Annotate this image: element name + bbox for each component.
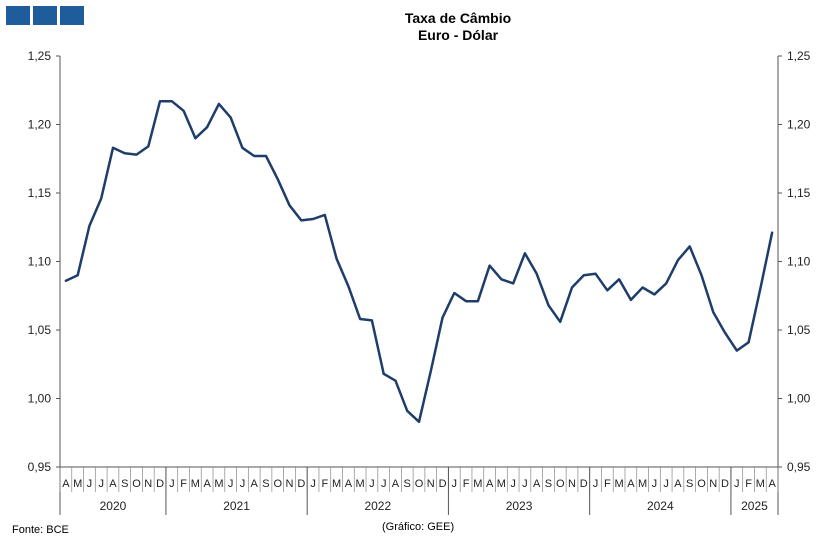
month-label: O: [415, 478, 424, 490]
month-label: M: [473, 478, 482, 490]
month-label: F: [180, 478, 187, 490]
month-label: D: [580, 478, 588, 490]
year-label: 2020: [100, 499, 127, 513]
y-tick-label-right: 1,05: [787, 323, 811, 337]
month-label: N: [709, 478, 717, 490]
y-tick-label-left: 1,05: [28, 323, 52, 337]
month-label: A: [768, 478, 776, 490]
logo-square-1: [6, 6, 30, 25]
y-tick-label-right: 0,95: [787, 460, 811, 474]
month-label: J: [381, 478, 387, 490]
month-label: D: [297, 478, 305, 490]
month-label: J: [98, 478, 104, 490]
month-label: A: [62, 478, 70, 490]
month-label: J: [228, 478, 234, 490]
month-label: A: [345, 478, 353, 490]
month-label: F: [745, 478, 752, 490]
month-label: F: [604, 478, 611, 490]
year-label: 2022: [364, 499, 391, 513]
month-label: D: [439, 478, 447, 490]
y-tick-label-left: 0,95: [28, 460, 52, 474]
y-tick-label-left: 1,10: [28, 255, 52, 269]
month-label: J: [310, 478, 316, 490]
logo-square-2: [33, 6, 57, 25]
month-label: M: [615, 478, 624, 490]
month-label: J: [652, 478, 658, 490]
month-label: J: [663, 478, 669, 490]
y-tick-label-left: 1,00: [28, 392, 52, 406]
month-label: J: [510, 478, 516, 490]
month-label: N: [286, 478, 294, 490]
month-label: O: [556, 478, 565, 490]
logo-square-3: [60, 6, 84, 25]
month-label: J: [169, 478, 175, 490]
month-label: O: [273, 478, 282, 490]
month-label: S: [262, 478, 269, 490]
source-label: Fonte: BCE: [12, 524, 69, 536]
y-tick-label-left: 1,15: [28, 186, 52, 200]
month-label: A: [533, 478, 541, 490]
month-label: M: [497, 478, 506, 490]
chart-subtitle: Euro - Dólar: [417, 27, 499, 43]
month-label: M: [191, 478, 200, 490]
month-label: O: [697, 478, 706, 490]
month-label: J: [240, 478, 246, 490]
month-label: D: [156, 478, 164, 490]
month-label: F: [463, 478, 470, 490]
month-label: M: [214, 478, 223, 490]
y-tick-label-right: 1,00: [787, 392, 811, 406]
month-label: S: [545, 478, 552, 490]
y-tick-label-right: 1,20: [787, 118, 811, 132]
month-label: S: [686, 478, 693, 490]
year-label: 2025: [741, 499, 768, 513]
y-tick-label-right: 1,25: [787, 49, 811, 63]
month-label: J: [522, 478, 528, 490]
month-label: M: [756, 478, 765, 490]
month-label: N: [427, 478, 435, 490]
month-label: J: [593, 478, 599, 490]
month-label: M: [332, 478, 341, 490]
month-label: A: [486, 478, 494, 490]
y-tick-label-right: 1,15: [787, 186, 811, 200]
series-line-eur-usd: [64, 99, 774, 424]
month-label: S: [121, 478, 128, 490]
month-label: F: [321, 478, 328, 490]
month-label: A: [109, 478, 117, 490]
month-label: N: [568, 478, 576, 490]
chart-title: Taxa de Câmbio: [404, 10, 512, 26]
y-tick-label-right: 1,10: [787, 255, 811, 269]
month-label: A: [392, 478, 400, 490]
month-label: A: [251, 478, 259, 490]
year-label: 2024: [647, 499, 674, 513]
month-label: J: [369, 478, 375, 490]
month-label: M: [73, 478, 82, 490]
y-tick-label-left: 1,25: [28, 49, 52, 63]
month-label: O: [132, 478, 141, 490]
month-label: A: [674, 478, 682, 490]
month-label: J: [87, 478, 93, 490]
month-label: M: [638, 478, 647, 490]
year-label: 2023: [506, 499, 533, 513]
month-label: A: [627, 478, 635, 490]
month-label: J: [734, 478, 740, 490]
month-label: D: [721, 478, 729, 490]
month-label: M: [356, 478, 365, 490]
year-label: 2021: [223, 499, 250, 513]
month-label: N: [144, 478, 152, 490]
y-tick-label-left: 1,20: [28, 118, 52, 132]
credit-label: (Gráfico: GEE): [382, 521, 455, 533]
month-label: A: [203, 478, 211, 490]
month-label: J: [452, 478, 458, 490]
month-label: S: [404, 478, 411, 490]
